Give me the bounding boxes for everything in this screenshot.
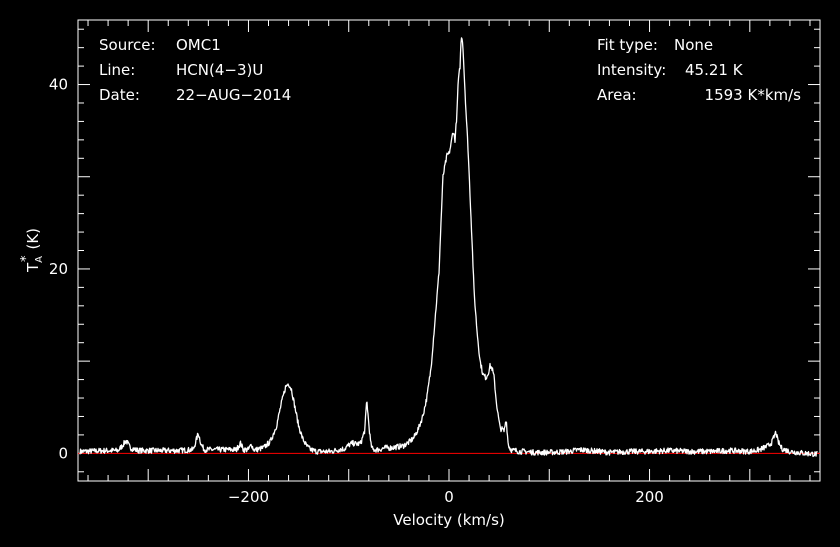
info-right: Fit type: None Intensity: 45.21 K Area: … (597, 36, 801, 104)
info-left: Source: OMC1 Line: HCN(4−3)U Date: 22−AU… (99, 36, 291, 104)
y-axis-label: TA* (K) (19, 228, 45, 273)
spectrum-series-line (79, 37, 818, 458)
info-date-key: Date: (99, 86, 140, 104)
y-axis-label-unit: (K) (24, 228, 42, 250)
info-date-value: 22−AUG−2014 (176, 86, 291, 104)
info-fit-type-value: None (674, 36, 713, 54)
y-axis-label-sub: A (34, 256, 45, 263)
info-source-value: OMC1 (176, 36, 221, 54)
axis-ticks (78, 20, 820, 481)
info-area-key: Area: (597, 86, 637, 104)
svg-text:TA*(K): TA* (K) (19, 228, 45, 273)
y-tick-label: 40 (49, 76, 68, 94)
info-source-key: Source: (99, 36, 156, 54)
y-axis-label-sup: * (19, 255, 34, 262)
x-axis-label: Velocity (km/s) (393, 511, 504, 529)
y-axis-label-main: T (24, 262, 42, 273)
info-line-value: HCN(4−3)U (176, 61, 263, 79)
info-intensity-key: Intensity: (597, 61, 666, 79)
y-tick-label: 0 (58, 444, 68, 462)
info-line-key: Line: (99, 61, 135, 79)
x-tick-label: −200 (228, 488, 269, 506)
info-area-value: 1593 K*km/s (705, 86, 802, 104)
info-fit-type-key: Fit type: (597, 36, 658, 54)
x-tick-label: 0 (444, 488, 454, 506)
info-intensity-value: 45.21 K (685, 61, 744, 79)
x-tick-label: 200 (635, 488, 664, 506)
y-tick-label: 20 (49, 260, 68, 278)
axis-tick-labels: −200 0 200 0 20 40 (49, 76, 664, 506)
